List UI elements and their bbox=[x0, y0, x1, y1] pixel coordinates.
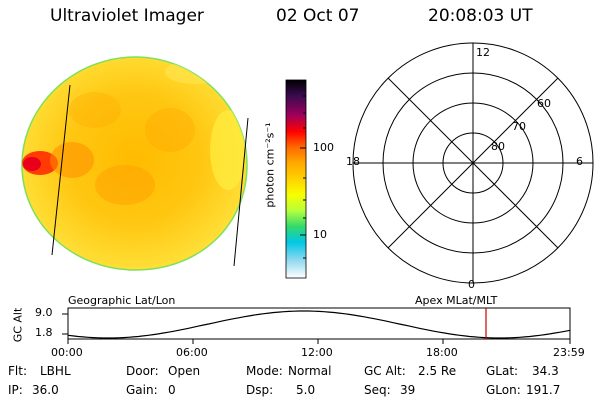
glat-value: 34.3 bbox=[532, 364, 559, 378]
geographic-caption: Geographic Lat/Lon bbox=[68, 294, 176, 307]
flt-label: Flt: bbox=[8, 364, 27, 378]
gain-value: 0 bbox=[168, 383, 176, 397]
alt-tick-9: 9.0 bbox=[35, 306, 53, 319]
colorbar-tick-10: 10 bbox=[313, 228, 327, 241]
mlt-label-6: 6 bbox=[576, 155, 583, 168]
uv-earth-image bbox=[21, 56, 249, 271]
mlat-label-60: 60 bbox=[537, 97, 551, 110]
mlt-label-18: 18 bbox=[346, 155, 360, 168]
apex-caption: Apex MLat/MLT bbox=[415, 294, 498, 307]
glat-label: GLat: bbox=[486, 364, 519, 378]
ip-label: IP: bbox=[8, 383, 23, 397]
mlat-label-80: 80 bbox=[491, 140, 505, 153]
dsp-value: 5.0 bbox=[296, 383, 316, 397]
flt-value: LBHL bbox=[40, 364, 71, 378]
ip-value: 36.0 bbox=[32, 383, 59, 397]
gc-alt-axis-label: GC Alt bbox=[11, 307, 25, 343]
gcalt-label: GC Alt: bbox=[364, 364, 406, 378]
gain-label: Gain: bbox=[126, 383, 158, 397]
mlat-label-70: 70 bbox=[512, 120, 526, 133]
door-value: Open bbox=[168, 364, 201, 378]
alt-tick-1-8: 1.8 bbox=[35, 326, 53, 339]
polar-grid bbox=[352, 42, 594, 284]
mode-value: Normal bbox=[288, 364, 332, 378]
gcalt-value: 2.5 Re bbox=[418, 364, 457, 378]
colorbar-unit-label: photon cm⁻²s⁻¹ bbox=[263, 122, 277, 208]
seq-label: Seq: bbox=[364, 383, 391, 397]
glon-value: 191.7 bbox=[526, 383, 561, 397]
colorbar-tick-100: 100 bbox=[313, 141, 334, 154]
glon-label: GLon: bbox=[486, 383, 521, 397]
time-tick-1800: 18:00 bbox=[426, 346, 458, 359]
dsp-label: Dsp: bbox=[246, 383, 274, 397]
time-tick-2359: 23:59 bbox=[553, 346, 585, 359]
app-title: Ultraviolet Imager bbox=[50, 6, 204, 26]
door-label: Door: bbox=[126, 364, 159, 378]
mlt-label-0: 0 bbox=[468, 278, 475, 291]
time-tick-0600: 06:00 bbox=[176, 346, 208, 359]
seq-value: 39 bbox=[400, 383, 416, 397]
altitude-plot bbox=[62, 307, 571, 344]
altitude-curve bbox=[67, 310, 571, 339]
time-label: 20:08:03 UT bbox=[428, 6, 533, 26]
mlt-label-12: 12 bbox=[476, 46, 490, 59]
time-tick-0000: 00:00 bbox=[51, 346, 83, 359]
time-tick-1200: 12:00 bbox=[301, 346, 333, 359]
date-label: 02 Oct 07 bbox=[276, 6, 360, 26]
intensity-colorbar bbox=[285, 79, 307, 279]
mode-label: Mode: bbox=[246, 364, 283, 378]
